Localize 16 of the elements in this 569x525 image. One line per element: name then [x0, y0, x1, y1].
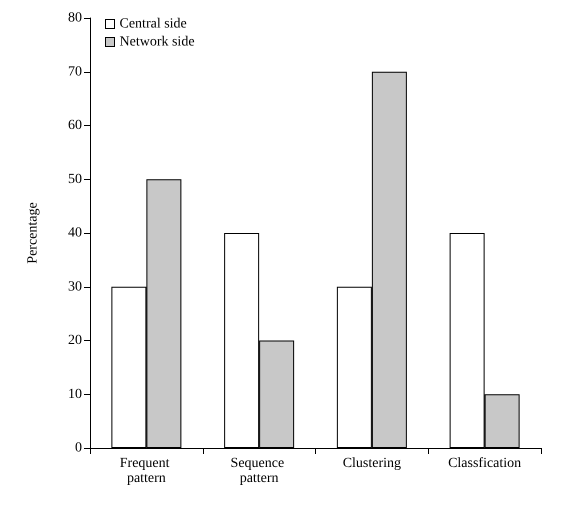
y-tick-label: 50 [68, 172, 82, 187]
y-tick-label: 30 [68, 279, 82, 294]
y-tick-label: 70 [68, 64, 82, 80]
y-tick-label: 0 [75, 440, 82, 456]
x-tick-label: Classfication [448, 456, 522, 471]
y-axis-title: Percentage [26, 202, 40, 264]
x-tick-label: Sequence pattern [230, 456, 288, 486]
y-tick-label: 20 [68, 333, 82, 348]
y-tick-label: 40 [68, 226, 82, 240]
y-tick-label: 10 [68, 386, 82, 402]
x-tick-label: Clustering [342, 456, 402, 471]
y-tick-label: 80 [68, 10, 82, 26]
x-tick-label: Frequent pattern [120, 456, 174, 486]
legend-label: Network side [120, 34, 195, 50]
legend-label: Central side [120, 16, 187, 32]
y-tick-label: 60 [68, 118, 82, 133]
